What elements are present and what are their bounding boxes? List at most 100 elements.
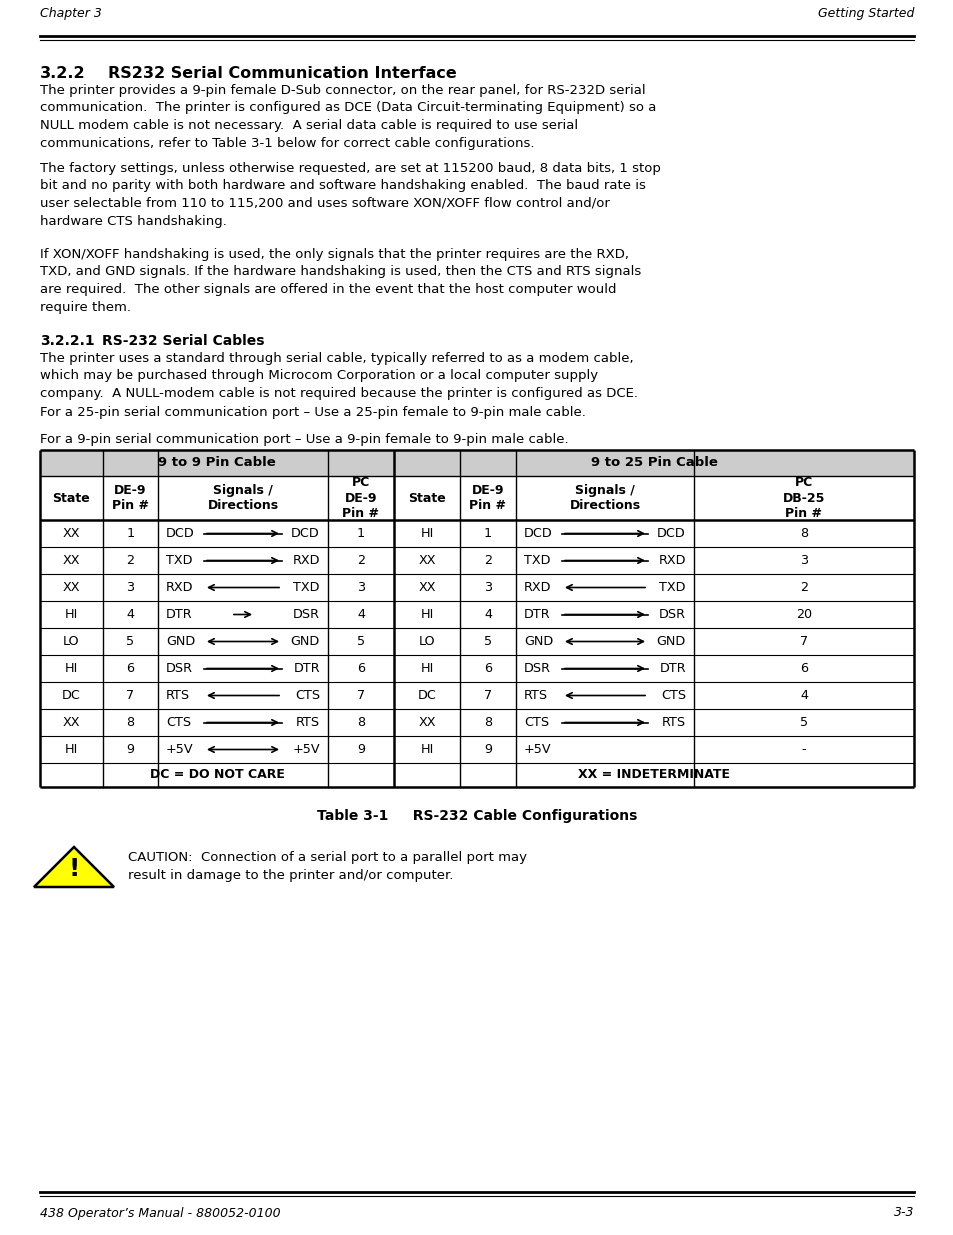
Text: 4: 4 [356, 608, 365, 621]
Text: Getting Started: Getting Started [817, 7, 913, 21]
Text: 9 to 25 Pin Cable: 9 to 25 Pin Cable [590, 457, 717, 469]
Text: 3: 3 [800, 555, 807, 567]
Text: HI: HI [420, 743, 434, 756]
Text: DTR: DTR [659, 662, 685, 676]
Text: -: - [801, 743, 805, 756]
Text: 8: 8 [127, 716, 134, 729]
Text: TXD: TXD [166, 555, 193, 567]
Text: DSR: DSR [166, 662, 193, 676]
Text: 5: 5 [127, 635, 134, 648]
Text: result in damage to the printer and/or computer.: result in damage to the printer and/or c… [128, 869, 453, 882]
Text: +5V: +5V [523, 743, 551, 756]
Text: The printer uses a standard through serial cable, typically referred to as a mod: The printer uses a standard through seri… [40, 352, 638, 400]
Text: XX = INDETERMINATE: XX = INDETERMINATE [578, 768, 729, 782]
Text: 9: 9 [483, 743, 492, 756]
Text: 1: 1 [127, 527, 134, 540]
Text: CAUTION:  Connection of a serial port to a parallel port may: CAUTION: Connection of a serial port to … [128, 851, 526, 864]
Text: Signals /
Directions: Signals / Directions [569, 484, 639, 513]
Text: RS-232 Serial Cables: RS-232 Serial Cables [102, 333, 264, 348]
Text: State: State [408, 492, 445, 505]
Text: Signals /
Directions: Signals / Directions [207, 484, 278, 513]
Text: RTS: RTS [166, 689, 190, 701]
Text: 2: 2 [127, 555, 134, 567]
Text: 9 to 9 Pin Cable: 9 to 9 Pin Cable [158, 457, 275, 469]
Text: 3: 3 [356, 580, 365, 594]
Text: 6: 6 [127, 662, 134, 676]
Text: +5V: +5V [166, 743, 193, 756]
Text: CTS: CTS [523, 716, 549, 729]
Text: For a 25-pin serial communication port – Use a 25-pin female to 9-pin male cable: For a 25-pin serial communication port –… [40, 406, 585, 419]
Text: DCD: DCD [166, 527, 194, 540]
Text: 3-3: 3-3 [893, 1207, 913, 1219]
Text: GND: GND [523, 635, 553, 648]
Text: PC
DE-9
Pin #: PC DE-9 Pin # [342, 475, 379, 520]
Text: 7: 7 [356, 689, 365, 701]
Text: The factory settings, unless otherwise requested, are set at 115200 baud, 8 data: The factory settings, unless otherwise r… [40, 162, 660, 227]
Text: HI: HI [65, 608, 78, 621]
Text: DC: DC [417, 689, 436, 701]
Text: 7: 7 [800, 635, 807, 648]
Text: 5: 5 [800, 716, 807, 729]
Text: 8: 8 [800, 527, 807, 540]
Text: 1: 1 [483, 527, 492, 540]
Text: 8: 8 [483, 716, 492, 729]
Text: 20: 20 [795, 608, 811, 621]
Text: 7: 7 [127, 689, 134, 701]
Text: DSR: DSR [659, 608, 685, 621]
Text: RTS: RTS [523, 689, 548, 701]
Text: 3.2.2: 3.2.2 [40, 65, 86, 82]
Text: DTR: DTR [294, 662, 319, 676]
Text: RTS: RTS [661, 716, 685, 729]
Text: State: State [52, 492, 91, 505]
Text: CTS: CTS [660, 689, 685, 701]
Text: +5V: +5V [292, 743, 319, 756]
Text: 2: 2 [483, 555, 492, 567]
Text: 5: 5 [356, 635, 365, 648]
Text: RS232 Serial Communication Interface: RS232 Serial Communication Interface [108, 65, 456, 82]
Text: DCD: DCD [291, 527, 319, 540]
Text: !: ! [69, 857, 80, 882]
Text: 438 Operator’s Manual - 880052-0100: 438 Operator’s Manual - 880052-0100 [40, 1207, 280, 1219]
Bar [394, 450, 913, 475]
Text: DC: DC [62, 689, 81, 701]
Text: HI: HI [65, 743, 78, 756]
Polygon shape [34, 847, 113, 887]
Text: RXD: RXD [658, 555, 685, 567]
Text: DSR: DSR [523, 662, 551, 676]
Text: DTR: DTR [523, 608, 550, 621]
Text: RXD: RXD [523, 580, 551, 594]
Text: DSR: DSR [293, 608, 319, 621]
Text: 2: 2 [356, 555, 365, 567]
Text: 5: 5 [483, 635, 492, 648]
Text: XX: XX [63, 527, 80, 540]
Text: HI: HI [65, 662, 78, 676]
Text: 9: 9 [356, 743, 365, 756]
Text: XX: XX [417, 580, 436, 594]
Text: LO: LO [63, 635, 80, 648]
Text: 4: 4 [127, 608, 134, 621]
Text: For a 9-pin serial communication port – Use a 9-pin female to 9-pin male cable.: For a 9-pin serial communication port – … [40, 433, 568, 446]
Text: XX: XX [417, 555, 436, 567]
Text: GND: GND [291, 635, 319, 648]
Text: CTS: CTS [166, 716, 191, 729]
Text: TXD: TXD [523, 555, 550, 567]
Text: TXD: TXD [294, 580, 319, 594]
Text: The printer provides a 9-pin female D-Sub connector, on the rear panel, for RS-2: The printer provides a 9-pin female D-Su… [40, 84, 656, 149]
Text: CTS: CTS [294, 689, 319, 701]
Text: Table 3-1     RS-232 Cable Configurations: Table 3-1 RS-232 Cable Configurations [316, 809, 637, 823]
Text: 9: 9 [127, 743, 134, 756]
Text: XX: XX [63, 580, 80, 594]
Text: 6: 6 [483, 662, 492, 676]
Text: RXD: RXD [166, 580, 193, 594]
Text: HI: HI [420, 662, 434, 676]
Text: 8: 8 [356, 716, 365, 729]
Text: DCD: DCD [657, 527, 685, 540]
Text: XX: XX [63, 716, 80, 729]
Text: DTR: DTR [166, 608, 193, 621]
Text: 4: 4 [800, 689, 807, 701]
Text: DE-9
Pin #: DE-9 Pin # [112, 484, 149, 513]
Text: 6: 6 [800, 662, 807, 676]
Text: If XON/XOFF handshaking is used, the only signals that the printer requires are : If XON/XOFF handshaking is used, the onl… [40, 248, 640, 314]
Text: RXD: RXD [293, 555, 319, 567]
Text: XX: XX [63, 555, 80, 567]
